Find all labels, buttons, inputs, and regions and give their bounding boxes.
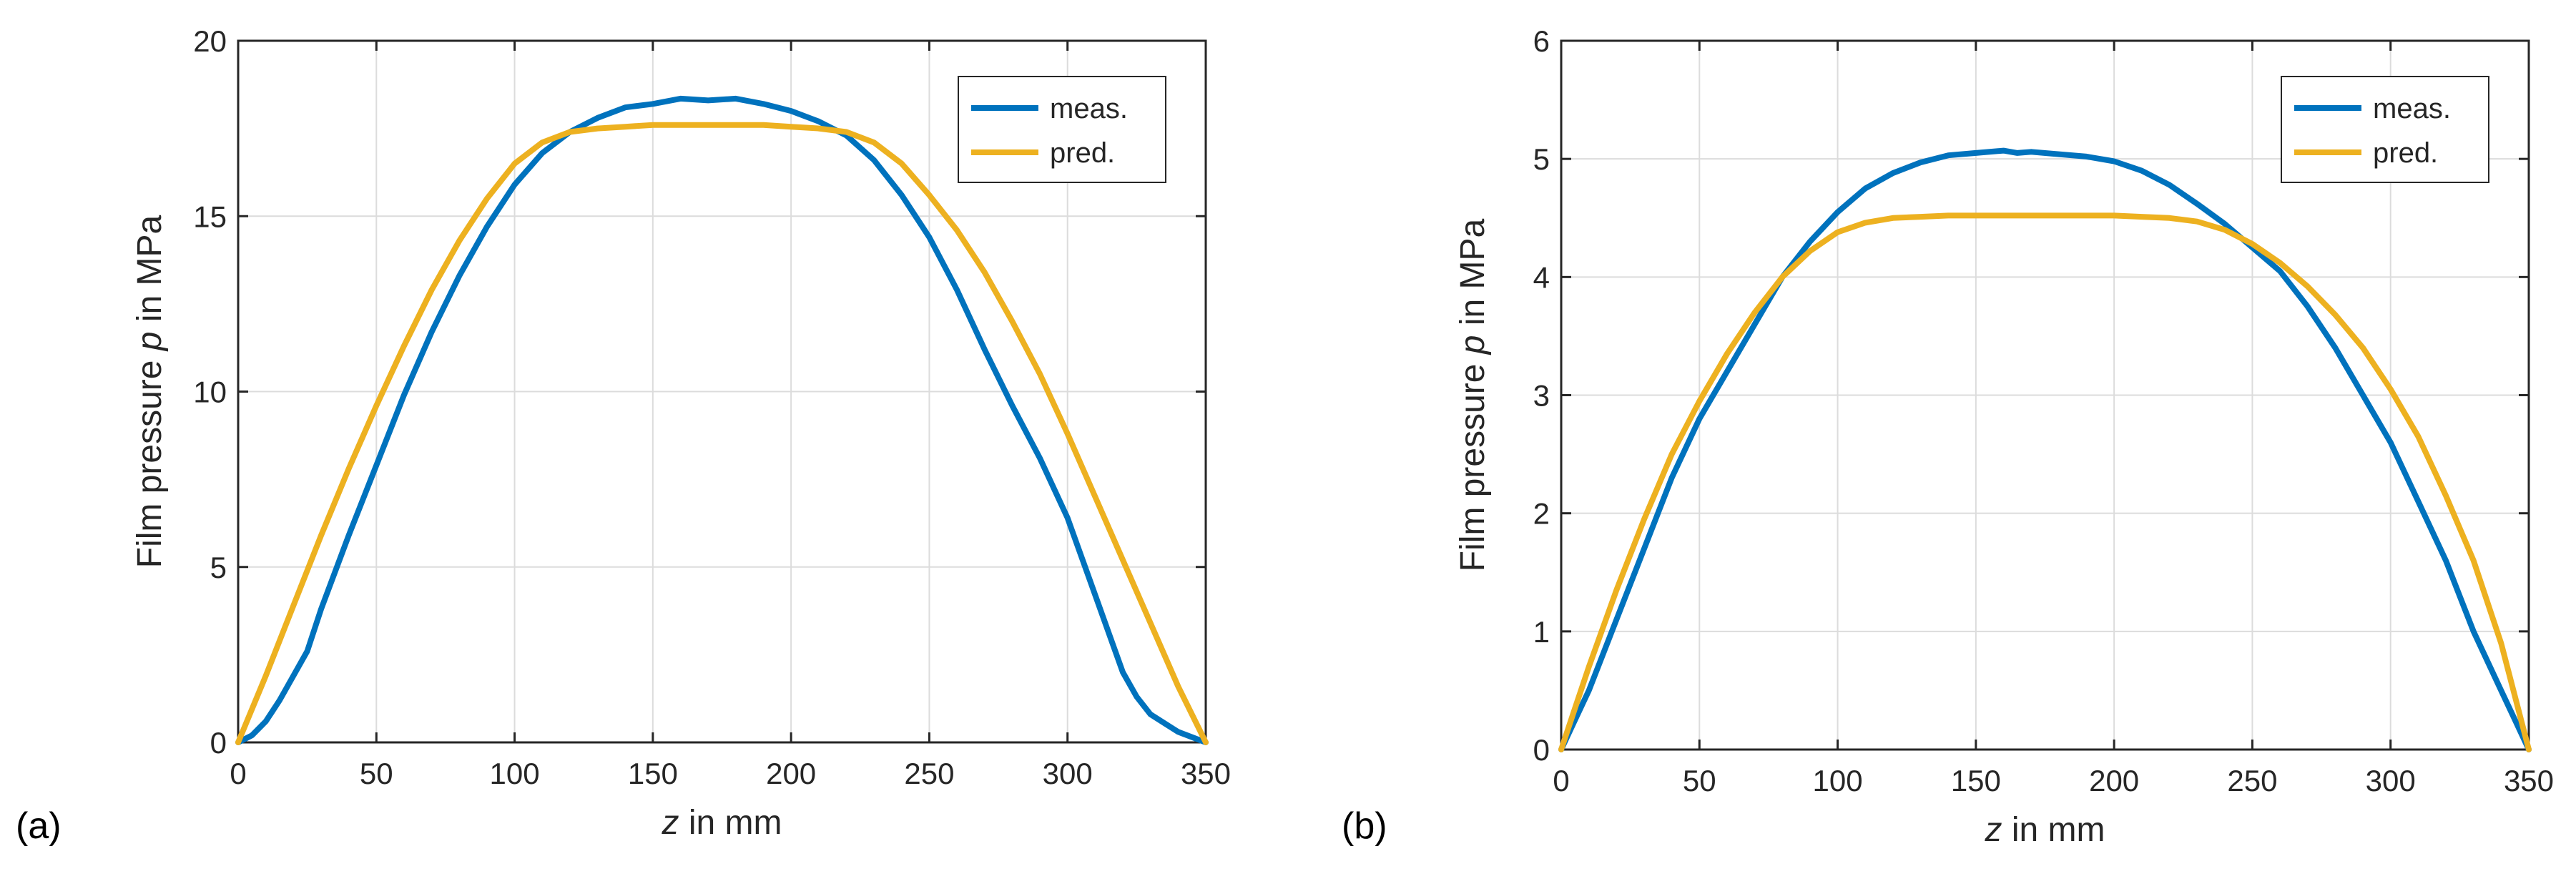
x-tick-label: 350	[1181, 757, 1231, 790]
y-tick-label: 5	[210, 551, 227, 584]
x-axis-label: z in mm	[1985, 811, 2105, 849]
x-tick-label: 150	[1951, 764, 2001, 797]
series-lines	[235, 95, 1209, 745]
y-tick-label: 20	[193, 24, 227, 58]
y-tick-label: 5	[1533, 142, 1550, 176]
legend-label-meas: meas.	[2373, 93, 2451, 124]
y-axis-label: Film pressure p in MPa	[1454, 218, 1492, 571]
y-tick-label: 4	[1533, 260, 1550, 294]
x-tick-label: 150	[628, 757, 678, 790]
axis-ticks: 0 50 100 150 200 250 300 350 0 5 10 15 20	[193, 24, 1231, 790]
x-tick-label: 0	[230, 757, 246, 790]
y-tick-label: 10	[193, 375, 227, 409]
x-tick-label: 250	[904, 757, 954, 790]
x-tick-label: 50	[1683, 764, 1716, 797]
y-tick-label: 6	[1533, 24, 1550, 58]
panel-label-a: (a)	[16, 805, 62, 847]
series-line-pred	[1558, 212, 2532, 752]
legend: meas. pred.	[958, 76, 1166, 183]
x-tick-label: 200	[766, 757, 816, 790]
y-tick-label: 1	[1533, 615, 1550, 649]
series-line-meas	[235, 95, 1209, 745]
x-tick-label: 100	[490, 757, 540, 790]
y-tick-label: 2	[1533, 497, 1550, 531]
y-tick-label: 0	[210, 726, 227, 760]
x-tick-label: 250	[2227, 764, 2277, 797]
series-line-meas	[1558, 147, 2532, 752]
legend-box	[2281, 76, 2489, 183]
chart-panel-a: 0 50 100 150 200 250 300 350 0 5 10 15 20 meas. pred.…	[16, 24, 1231, 847]
x-tick-label: 50	[360, 757, 393, 790]
x-tick-label: 300	[2366, 764, 2416, 797]
series-line-pred	[235, 122, 1209, 745]
x-tick-label: 350	[2504, 764, 2554, 797]
y-tick-label: 3	[1533, 379, 1550, 413]
x-tick-label: 200	[2089, 764, 2139, 797]
legend-label-meas: meas.	[1050, 93, 1128, 124]
y-axis-label: Film pressure p in MPa	[131, 215, 169, 568]
panel-label-b: (b)	[1342, 805, 1387, 847]
legend: meas. pred.	[2281, 76, 2489, 183]
x-tick-label: 300	[1043, 757, 1093, 790]
y-tick-label: 0	[1533, 733, 1550, 767]
x-axis-label: z in mm	[662, 804, 782, 842]
legend-box	[958, 76, 1166, 183]
legend-label-pred: pred.	[1050, 137, 1115, 169]
x-tick-label: 100	[1813, 764, 1863, 797]
legend-label-pred: pred.	[2373, 137, 2438, 169]
x-tick-label: 0	[1553, 764, 1569, 797]
series-lines	[1558, 147, 2532, 752]
y-tick-label: 15	[193, 200, 227, 233]
